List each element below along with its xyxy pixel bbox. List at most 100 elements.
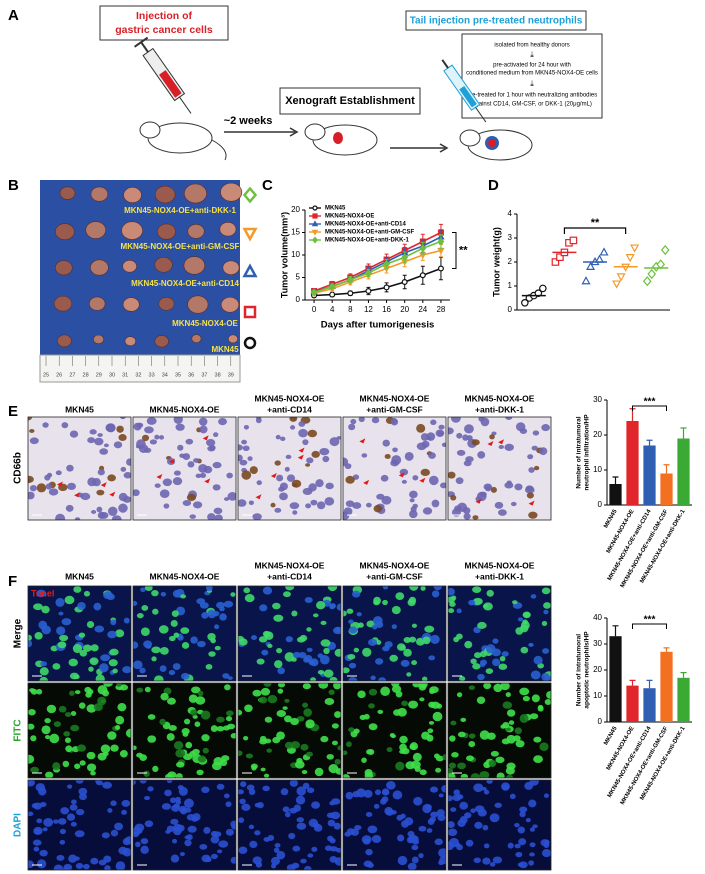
cell: [434, 838, 443, 846]
cell: [448, 588, 455, 596]
cell: [82, 644, 92, 652]
cell: [116, 425, 124, 433]
cell: [441, 785, 446, 793]
cell: [198, 417, 208, 426]
marker: [616, 273, 626, 282]
cell: [107, 731, 117, 740]
cell: [28, 417, 32, 421]
micrograph: [133, 586, 236, 681]
cell: [95, 674, 105, 681]
cell: [408, 596, 417, 605]
cell: [448, 821, 455, 828]
cell: [97, 469, 105, 476]
cell: [470, 773, 481, 778]
cell: [183, 718, 191, 725]
cell: [103, 683, 113, 687]
cell: [192, 501, 203, 509]
cell: [201, 786, 210, 794]
cell: [304, 654, 313, 663]
cell: [86, 620, 95, 629]
cell: [441, 442, 446, 447]
cell: [115, 861, 126, 870]
cell: [506, 709, 516, 717]
x-tick-label: 4: [330, 305, 335, 314]
cell: [329, 855, 338, 863]
cell: [177, 444, 184, 451]
cell: [385, 808, 394, 816]
cell: [302, 487, 313, 496]
cell: [345, 500, 355, 507]
cell: [97, 685, 108, 695]
cell: [28, 708, 36, 716]
cell: [327, 586, 338, 592]
cell: [435, 767, 442, 773]
column-header: MKN45: [65, 571, 94, 581]
cell: [186, 834, 193, 841]
cell: [448, 596, 456, 604]
ruler-number: 31: [122, 372, 128, 378]
y-tick-label: 0: [598, 717, 603, 726]
cell: [222, 725, 231, 731]
cell: [270, 856, 280, 866]
cell: [273, 614, 284, 622]
frame: [342, 416, 447, 521]
marker: [365, 288, 372, 295]
cell: [73, 586, 82, 593]
series-line: [314, 267, 442, 297]
cell: [243, 736, 249, 741]
cell: [422, 676, 428, 681]
cell: [133, 831, 140, 838]
arrowhead: [74, 492, 81, 498]
cell: [406, 836, 414, 844]
cell: [134, 823, 145, 832]
ruler-number: 38: [215, 372, 221, 378]
ruler-number: 25: [43, 372, 49, 378]
cell: [472, 586, 482, 593]
cell: [289, 502, 300, 510]
cell: [296, 786, 306, 796]
cell: [307, 853, 314, 858]
cell: [223, 600, 234, 608]
cell: [305, 503, 312, 509]
cell: [28, 860, 34, 869]
cell: [58, 705, 67, 713]
cell: [207, 513, 216, 520]
cell: [391, 685, 402, 693]
cell: [505, 417, 513, 420]
cell: [241, 470, 252, 480]
cell: [97, 696, 107, 706]
cell: [504, 443, 514, 451]
cell: [260, 687, 271, 696]
cell: [455, 842, 461, 848]
cell: [140, 587, 146, 592]
cell: [196, 769, 204, 776]
cell: [448, 768, 454, 774]
frame: [447, 585, 552, 682]
cell: [243, 424, 250, 430]
arrowhead: [487, 440, 494, 446]
cell: [187, 825, 197, 833]
cell: [158, 625, 169, 634]
cell: [495, 756, 505, 764]
arrowhead: [363, 479, 370, 485]
frame: [27, 779, 132, 871]
arrowhead: [419, 477, 426, 483]
cell: [528, 799, 537, 808]
cell: [180, 627, 190, 634]
cell: [483, 683, 492, 690]
tumor: [183, 256, 206, 275]
cell: [279, 482, 288, 491]
cell: [55, 470, 62, 476]
cell: [212, 484, 221, 491]
cell: [208, 651, 216, 657]
cell: [184, 839, 192, 847]
cell: [214, 624, 220, 630]
cell: [110, 829, 119, 837]
cell: [144, 795, 151, 801]
cell: [160, 591, 167, 597]
cell: [59, 634, 69, 642]
cell: [336, 436, 341, 440]
cell: [82, 863, 90, 870]
cell: [216, 716, 225, 723]
cell: [489, 813, 500, 823]
